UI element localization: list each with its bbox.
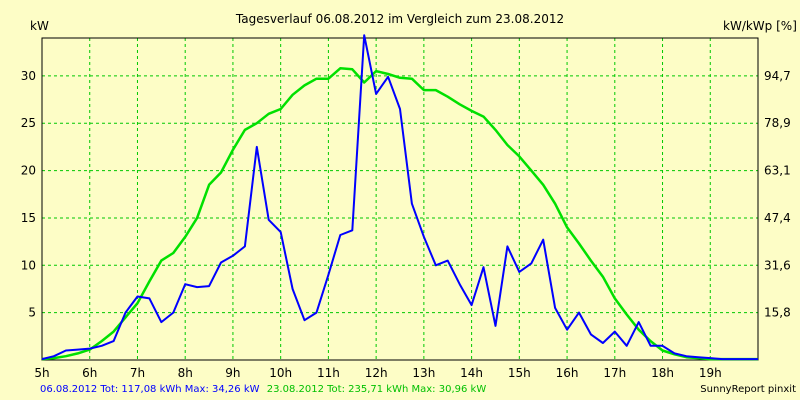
grid xyxy=(42,38,758,360)
footer-series-2: 23.08.2012 Tot: 235,71 kWh Max: 30,96 kW xyxy=(267,384,487,395)
x-tick-label: 11h xyxy=(317,366,340,380)
x-tick-label: 9h xyxy=(225,366,240,380)
y-tick-label-right: 94,7 xyxy=(764,69,791,83)
x-tick-label: 16h xyxy=(556,366,579,380)
x-tick-label: 7h xyxy=(130,366,145,380)
y-axis-label-left: kW xyxy=(30,19,49,33)
x-tick-label: 14h xyxy=(460,366,483,380)
x-tick-label: 13h xyxy=(412,366,435,380)
series-line-23-08-2012 xyxy=(41,67,758,361)
y-tick-label-left: 30 xyxy=(21,69,36,83)
y-tick-label-right: 31,6 xyxy=(764,258,791,272)
x-tick-label: 19h xyxy=(699,366,722,380)
plot-area xyxy=(41,37,759,361)
chart-title: Tagesverlauf 06.08.2012 im Vergleich zum… xyxy=(235,12,564,26)
series-line-06-08-2012 xyxy=(41,34,758,361)
y-tick-label-right: 78,9 xyxy=(764,116,791,130)
y-axis-right: 15,8 31,6 47,4 63,1 78,9 94,7 xyxy=(764,69,791,320)
x-axis: 5h 6h 7h 8h 9h 10h 11h 12h 13h 14h 15h 16h 17h 18h 19h xyxy=(34,366,721,380)
x-tick-label: 10h xyxy=(269,366,292,380)
footer-credit: SunnyReport pinxit xyxy=(700,384,796,395)
series-group xyxy=(41,34,758,361)
y-tick-label-left: 15 xyxy=(21,211,36,225)
footer-series-1: 06.08.2012 Tot: 117,08 kWh Max: 34,26 kW xyxy=(40,384,260,395)
x-tick-label: 15h xyxy=(508,366,531,380)
y-tick-label-left: 25 xyxy=(21,116,36,130)
x-tick-label: 6h xyxy=(82,366,97,380)
y-tick-label-left: 20 xyxy=(21,164,36,178)
x-tick-label: 5h xyxy=(34,366,49,380)
y-tick-label-right: 47,4 xyxy=(764,211,791,225)
y-tick-label-right: 63,1 xyxy=(764,164,791,178)
y-tick-label-left: 5 xyxy=(28,306,36,320)
y-axis-left: 5 10 15 20 25 30 xyxy=(21,69,36,320)
y-tick-label-left: 10 xyxy=(21,258,36,272)
y-axis-label-right: kW/kWp [%] xyxy=(723,19,797,33)
x-tick-label: 18h xyxy=(651,366,674,380)
x-tick-label: 12h xyxy=(365,366,388,380)
footer-summary: 06.08.2012 Tot: 117,08 kWh Max: 34,26 kW… xyxy=(40,384,486,395)
x-tick-label: 8h xyxy=(178,366,193,380)
y-tick-label-right: 15,8 xyxy=(764,306,791,320)
x-tick-label: 17h xyxy=(603,366,626,380)
